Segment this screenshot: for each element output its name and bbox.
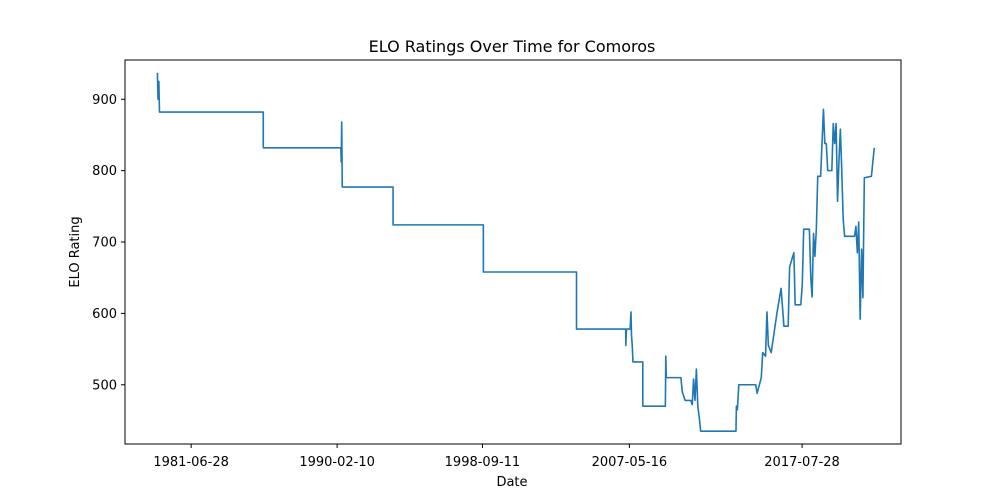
x-axis-label: Date [496, 475, 527, 490]
x-tick-label: 2017-07-28 [764, 455, 840, 470]
x-tick-label: 2007-05-16 [592, 455, 668, 470]
x-tick-label: 1981-06-28 [153, 455, 229, 470]
y-tick-label: 800 [92, 164, 117, 179]
y-tick-label: 600 [92, 307, 117, 322]
x-tick-label: 1990-02-10 [299, 455, 375, 470]
y-tick-label: 500 [92, 378, 117, 393]
series-layer [156, 72, 876, 432]
elo-series-line [156, 72, 876, 432]
y-axis: 500 600 700 800 900 [92, 93, 125, 393]
y-tick-label: 900 [92, 93, 117, 108]
y-tick-label: 700 [92, 236, 117, 251]
plot-area-frame [124, 59, 902, 445]
x-axis: 1981-06-28 1990-02-10 1998-09-11 2007-05-16… [153, 444, 840, 470]
x-tick-label: 1998-09-11 [445, 455, 521, 470]
chart-title: ELO Ratings Over Time for Comoros [369, 37, 656, 56]
y-axis-label: ELO Rating [68, 216, 83, 287]
